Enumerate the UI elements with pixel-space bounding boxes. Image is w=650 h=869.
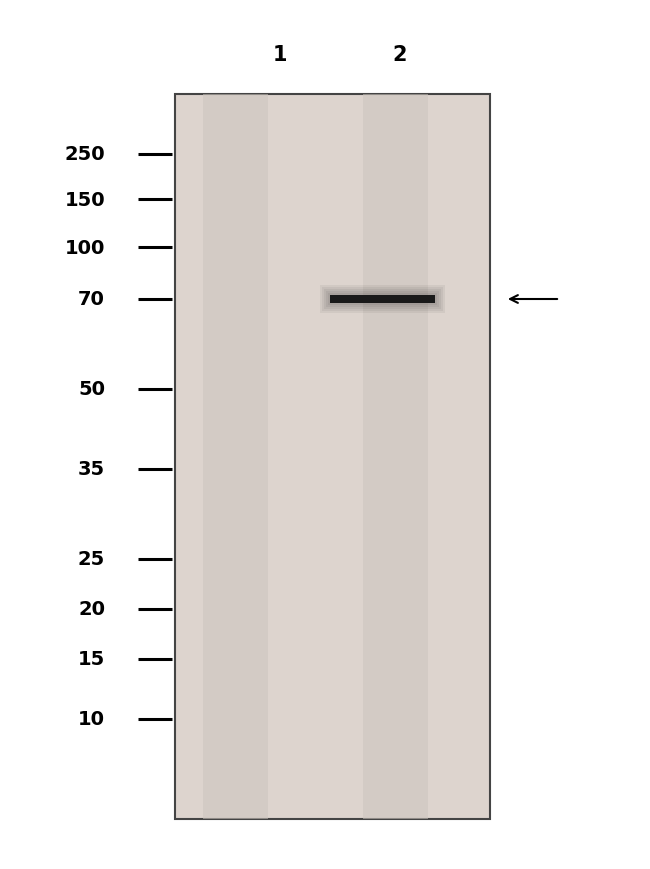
Bar bbox=[328, 294, 437, 306]
Text: 250: 250 bbox=[64, 145, 105, 164]
Text: 50: 50 bbox=[78, 380, 105, 399]
Bar bbox=[322, 288, 443, 312]
Text: 20: 20 bbox=[78, 600, 105, 619]
Text: 70: 70 bbox=[78, 290, 105, 309]
Text: 10: 10 bbox=[78, 710, 105, 729]
Bar bbox=[324, 289, 441, 309]
Text: 1: 1 bbox=[273, 45, 287, 65]
Bar bbox=[330, 295, 435, 303]
Text: 35: 35 bbox=[78, 460, 105, 479]
Text: 25: 25 bbox=[78, 550, 105, 569]
Bar bbox=[175, 95, 490, 819]
Text: 2: 2 bbox=[393, 45, 408, 65]
Bar bbox=[320, 286, 445, 314]
Text: 100: 100 bbox=[64, 238, 105, 257]
Bar bbox=[203, 95, 268, 819]
Bar bbox=[326, 292, 439, 308]
Text: 150: 150 bbox=[64, 190, 105, 209]
Text: 15: 15 bbox=[78, 650, 105, 669]
Bar bbox=[363, 95, 428, 819]
